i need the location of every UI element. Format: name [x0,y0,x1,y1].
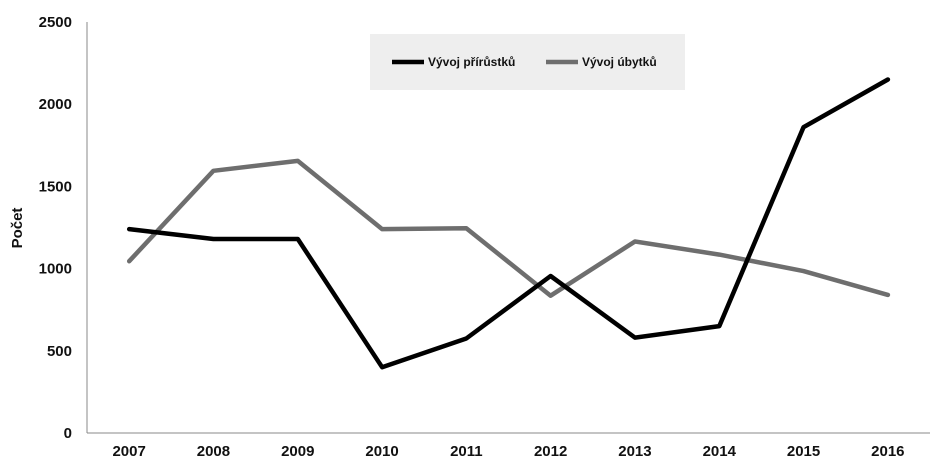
data-point [466,338,467,339]
data-point [887,79,888,80]
y-tick-label: 1000 [39,261,72,278]
y-tick-label: 2500 [39,14,72,31]
data-point [382,229,383,230]
legend: Vývoj přírůstků Vývoj úbytků [370,34,685,90]
data-point [297,239,298,240]
series-line-2 [129,161,888,296]
x-tick-label: 2008 [197,443,230,460]
x-tick-label: 2007 [112,443,145,460]
series-line-1 [129,80,888,368]
data-point [213,170,214,171]
series-lines [129,79,889,368]
y-tick-label: 1500 [39,178,72,195]
x-tick-labels: 2007 2008 2009 2010 2011 2012 2013 2014 2015 2016 [112,443,904,460]
x-tick-label: 2015 [787,443,820,460]
data-point [634,241,635,242]
data-point [550,295,551,296]
data-point [550,276,551,277]
data-point [129,229,130,230]
x-tick-label: 2010 [365,443,398,460]
data-point [297,160,298,161]
legend-label: Vývoj přírůstků [428,55,515,69]
x-tick-label: 2016 [871,443,904,460]
y-tick-label: 0 [64,425,72,442]
legend-label: Vývoj úbytků [582,55,657,69]
x-tick-label: 2009 [281,443,314,460]
data-point [382,367,383,368]
x-tick-label: 2014 [703,443,737,460]
data-point [803,271,804,272]
data-point [887,294,888,295]
data-point [129,261,130,262]
data-point [213,239,214,240]
data-point [634,337,635,338]
y-axis-title: Počet [9,208,26,249]
data-point [803,127,804,128]
data-point [719,254,720,255]
data-point [466,228,467,229]
y-tick-label: 2000 [39,96,72,113]
x-tick-label: 2013 [618,443,651,460]
x-tick-label: 2012 [534,443,567,460]
data-point [719,326,720,327]
y-tick-label: 500 [47,343,72,360]
x-tick-label: 2011 [450,443,483,460]
y-tick-labels: 0 500 1000 1500 2000 2500 [39,14,72,442]
